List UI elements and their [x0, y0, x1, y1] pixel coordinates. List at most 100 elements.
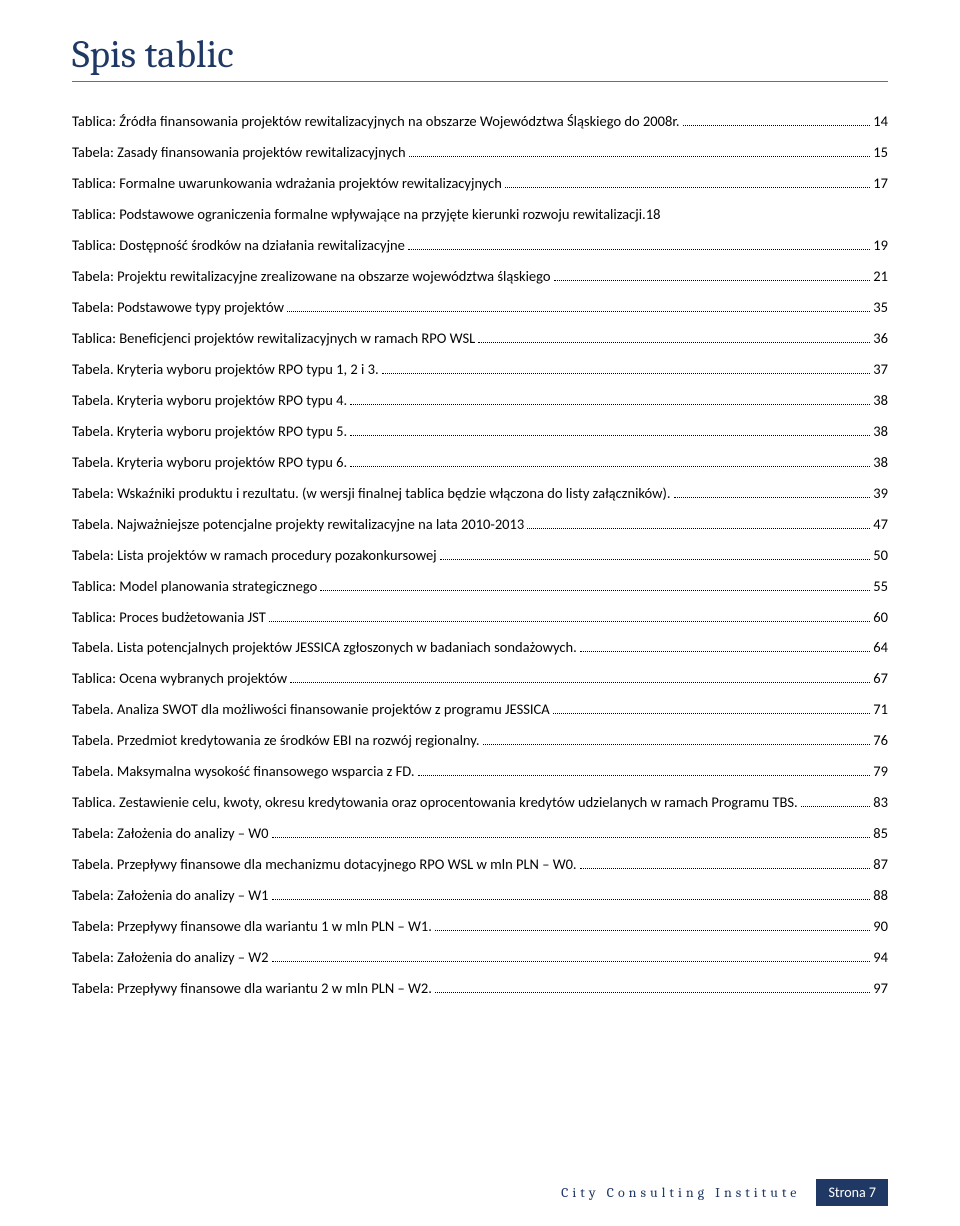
toc-entry-page: 47: [873, 513, 888, 535]
toc-entry-page: 88: [873, 884, 888, 906]
toc-dot-leader: [554, 280, 871, 281]
toc-entry-page: 19: [873, 234, 888, 256]
toc-entry-text: Tablica: Proces budżetowania JST: [72, 606, 266, 628]
toc-entry-text: Tabela. Lista potencjalnych projektów JE…: [72, 636, 577, 658]
toc-entry[interactable]: Tabela. Przepływy finansowe dla mechaniz…: [72, 853, 888, 875]
toc-entry[interactable]: Tabela: Przepływy finansowe dla wariantu…: [72, 977, 888, 999]
footer-org: City Consulting Institute: [561, 1184, 800, 1201]
toc-entry-text: Tabela. Kryteria wyboru projektów RPO ty…: [72, 358, 379, 380]
toc-entry-page: 18: [646, 203, 661, 225]
toc-entry[interactable]: Tabela: Podstawowe typy projektów 35: [72, 296, 888, 318]
toc-entry-text: Tabela. Kryteria wyboru projektów RPO ty…: [72, 420, 347, 442]
toc-dot-leader: [580, 868, 871, 869]
toc-entry-page: 38: [873, 451, 888, 473]
toc-entry[interactable]: Tabela. Maksymalna wysokość finansowego …: [72, 760, 888, 782]
toc-entry[interactable]: Tabela. Analiza SWOT dla możliwości fina…: [72, 698, 888, 720]
toc-entry[interactable]: Tablica: Model planowania strategicznego…: [72, 575, 888, 597]
toc-entry-page: 83: [873, 791, 888, 813]
toc-entry-page: 36: [873, 327, 888, 349]
toc-dot-leader: [272, 899, 871, 900]
toc-entry[interactable]: Tablica: Podstawowe ograniczenia formaln…: [72, 203, 888, 225]
footer-page-number: 7: [869, 1184, 876, 1201]
toc-entry[interactable]: Tabela: Zasady finansowania projektów re…: [72, 141, 888, 163]
toc-entry[interactable]: Tabela: Założenia do analizy – W0 85: [72, 822, 888, 844]
toc-entry-page: 90: [873, 915, 888, 937]
toc-dot-leader: [483, 744, 871, 745]
toc-entry[interactable]: Tablica: Beneficjenci projektów rewitali…: [72, 327, 888, 349]
toc-entry[interactable]: Tablica: Formalne uwarunkowania wdrażani…: [72, 172, 888, 194]
toc-entry[interactable]: Tabela. Kryteria wyboru projektów RPO ty…: [72, 358, 888, 380]
toc-entry[interactable]: Tabela. Kryteria wyboru projektów RPO ty…: [72, 451, 888, 473]
toc-entry-page: 67: [873, 667, 888, 689]
toc-dot-leader: [527, 528, 870, 529]
toc-dot-leader: [350, 404, 870, 405]
toc-dot-leader: [435, 992, 870, 993]
toc-entry-text: Tabela. Kryteria wyboru projektów RPO ty…: [72, 389, 347, 411]
toc-entry-page: 15: [873, 141, 888, 163]
toc-entry-page: 55: [873, 575, 888, 597]
toc-entry-page: 79: [873, 760, 888, 782]
toc-entry[interactable]: Tabela. Lista potencjalnych projektów JE…: [72, 636, 888, 658]
toc-list: Tablica: Źródła finansowania projektów r…: [72, 110, 888, 1000]
toc-dot-leader: [440, 559, 871, 560]
toc-dot-leader: [683, 125, 871, 126]
toc-entry[interactable]: Tabela: Wskaźniki produktu i rezultatu. …: [72, 482, 888, 504]
toc-entry-page: 50: [873, 544, 888, 566]
toc-entry-text: Tabela: Projektu rewitalizacyjne zrealiz…: [72, 265, 551, 287]
toc-entry-page: 85: [873, 822, 888, 844]
toc-entry-text: Tabela. Przepływy finansowe dla mechaniz…: [72, 853, 577, 875]
toc-entry-text: Tablica: Formalne uwarunkowania wdrażani…: [72, 172, 502, 194]
toc-entry-text: Tablica. Zestawienie celu, kwoty, okresu…: [72, 791, 798, 813]
toc-dot-leader: [350, 466, 870, 467]
toc-dot-leader: [435, 930, 870, 931]
toc-entry-text: Tablica: Model planowania strategicznego: [72, 575, 317, 597]
toc-entry-text: Tabela: Zasady finansowania projektów re…: [72, 141, 406, 163]
toc-dot-leader: [418, 775, 871, 776]
toc-entry[interactable]: Tabela. Przedmiot kredytowania ze środkó…: [72, 729, 888, 751]
footer-page-label: Strona: [828, 1184, 865, 1201]
toc-entry-text: Tabela: Wskaźniki produktu i rezultatu. …: [72, 482, 671, 504]
toc-entry-page: 37: [873, 358, 888, 380]
toc-entry-text: Tabela. Najważniejsze potencjalne projek…: [72, 513, 524, 535]
toc-entry-text: Tabela: Lista projektów w ramach procedu…: [72, 544, 437, 566]
toc-entry[interactable]: Tabela: Założenia do analizy – W188: [72, 884, 888, 906]
toc-entry-text: Tabela. Analiza SWOT dla możliwości fina…: [72, 698, 550, 720]
toc-entry-text: Tabela. Maksymalna wysokość finansowego …: [72, 760, 415, 782]
toc-dot-leader: [801, 806, 871, 807]
toc-entry[interactable]: Tablica: Proces budżetowania JST60: [72, 606, 888, 628]
toc-entry[interactable]: Tabela. Kryteria wyboru projektów RPO ty…: [72, 389, 888, 411]
toc-entry[interactable]: Tabela. Najważniejsze potencjalne projek…: [72, 513, 888, 535]
toc-entry-text: Tablica: Źródła finansowania projektów r…: [72, 110, 680, 132]
toc-entry[interactable]: Tablica: Dostępność środków na działania…: [72, 234, 888, 256]
toc-entry[interactable]: Tablica. Zestawienie celu, kwoty, okresu…: [72, 791, 888, 813]
toc-entry[interactable]: Tabela: Lista projektów w ramach procedu…: [72, 544, 888, 566]
toc-dot-leader: [272, 837, 871, 838]
toc-dot-leader: [350, 435, 870, 436]
toc-dot-leader: [478, 342, 870, 343]
toc-dot-leader: [290, 682, 870, 683]
toc-entry[interactable]: Tablica: Ocena wybranych projektów 67: [72, 667, 888, 689]
footer-page-box: Strona 7: [816, 1179, 888, 1206]
toc-entry-page: 38: [873, 389, 888, 411]
toc-dot-leader: [272, 961, 871, 962]
toc-entry[interactable]: Tabela. Kryteria wyboru projektów RPO ty…: [72, 420, 888, 442]
toc-entry-text: Tabela: Założenia do analizy – W2: [72, 946, 269, 968]
toc-entry-page: 17: [873, 172, 888, 194]
toc-entry-text: Tabela: Założenia do analizy – W0: [72, 822, 269, 844]
toc-entry[interactable]: Tabela: Projektu rewitalizacyjne zrealiz…: [72, 265, 888, 287]
toc-entry[interactable]: Tablica: Źródła finansowania projektów r…: [72, 110, 888, 132]
toc-entry[interactable]: Tabela: Przepływy finansowe dla wariantu…: [72, 915, 888, 937]
toc-entry-page: 35: [873, 296, 888, 318]
toc-entry-page: 21: [873, 265, 888, 287]
toc-entry-text: Tabela: Podstawowe typy projektów: [72, 296, 284, 318]
toc-dot-leader: [320, 590, 870, 591]
toc-dot-leader: [674, 497, 871, 498]
toc-entry-text: Tablica: Ocena wybranych projektów: [72, 667, 287, 689]
toc-entry-text: Tabela: Przepływy finansowe dla wariantu…: [72, 977, 432, 999]
page-footer: City Consulting Institute Strona 7: [561, 1179, 888, 1206]
toc-entry-page: 87: [873, 853, 888, 875]
toc-entry-page: 39: [873, 482, 888, 504]
toc-entry[interactable]: Tabela: Założenia do analizy – W294: [72, 946, 888, 968]
toc-dot-leader: [287, 311, 870, 312]
toc-entry-page: 71: [873, 698, 888, 720]
